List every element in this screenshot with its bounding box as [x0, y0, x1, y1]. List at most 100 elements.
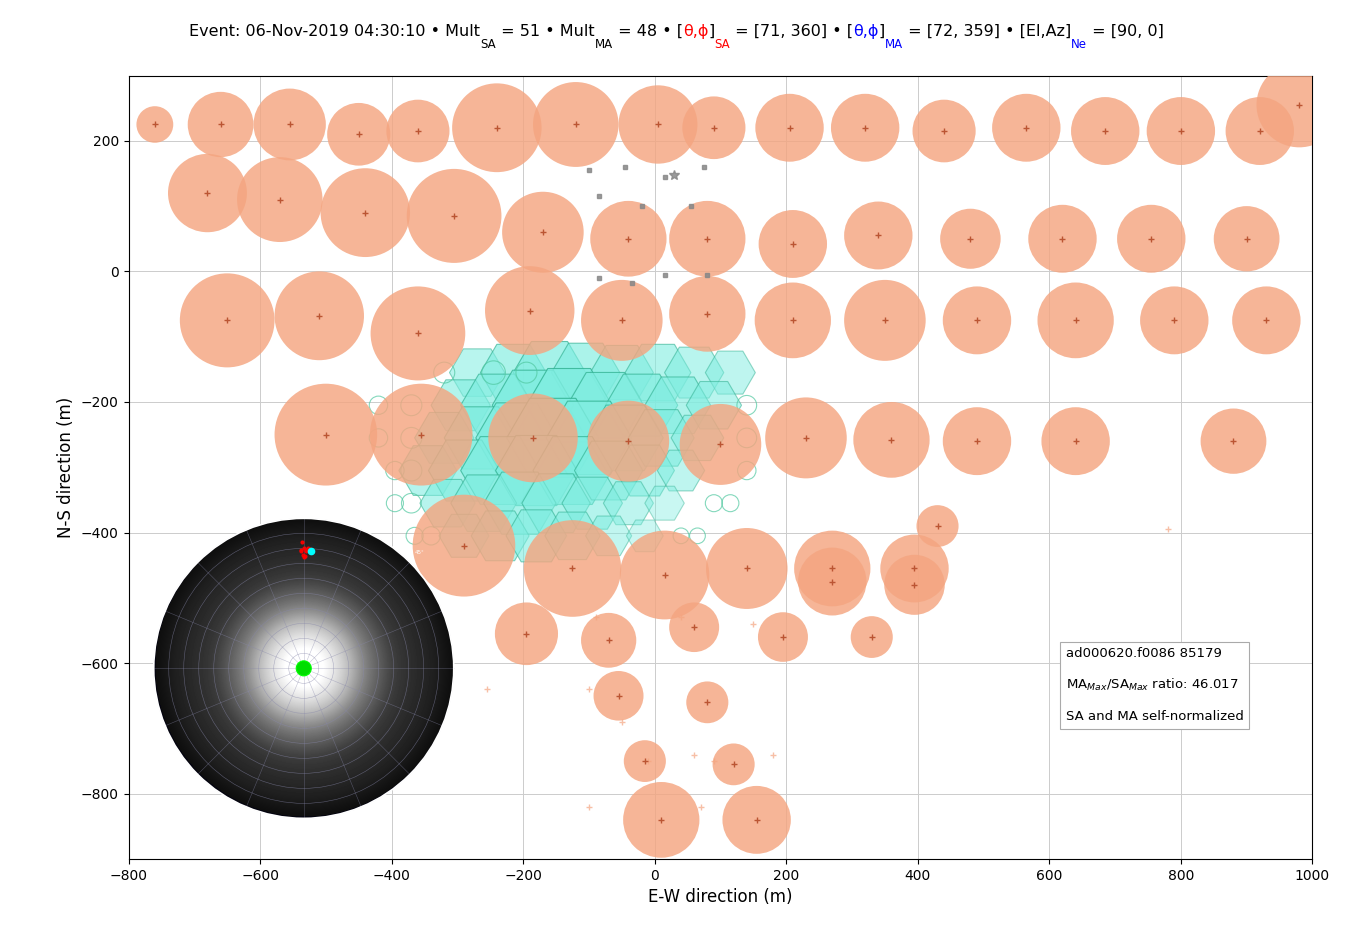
Circle shape: [1028, 205, 1097, 273]
Circle shape: [885, 555, 944, 615]
Circle shape: [706, 528, 787, 609]
Circle shape: [533, 82, 618, 167]
Text: Event: 06-Nov-2019 04:30:10 • Mult: Event: 06-Nov-2019 04:30:10 • Mult: [189, 24, 480, 39]
Circle shape: [275, 383, 377, 485]
Circle shape: [1257, 62, 1342, 147]
Circle shape: [851, 616, 893, 658]
Circle shape: [587, 400, 670, 481]
Text: Ne: Ne: [1070, 38, 1086, 51]
Circle shape: [590, 201, 667, 277]
Text: ]: ]: [708, 24, 714, 39]
Circle shape: [580, 279, 663, 361]
Circle shape: [452, 83, 541, 172]
Circle shape: [488, 394, 578, 482]
Circle shape: [844, 279, 925, 361]
Circle shape: [237, 157, 322, 242]
Circle shape: [1214, 206, 1280, 272]
Text: θ,ϕ: θ,ϕ: [683, 24, 708, 39]
Circle shape: [1141, 286, 1208, 354]
Circle shape: [1118, 205, 1185, 273]
Circle shape: [755, 93, 824, 161]
Circle shape: [369, 383, 472, 485]
Text: 45°: 45°: [414, 550, 425, 555]
Circle shape: [371, 286, 465, 380]
Circle shape: [679, 404, 762, 485]
Text: ad000620.f0086 85179

MA$_{Max}$/SA$_{Max}$ ratio: 46.017

SA and MA self-normal: ad000620.f0086 85179 MA$_{Max}$/SA$_{Max…: [1066, 647, 1243, 723]
Circle shape: [713, 744, 755, 785]
Circle shape: [154, 518, 453, 818]
Circle shape: [1233, 286, 1300, 354]
Circle shape: [686, 682, 728, 723]
Text: = [71, 360] • [: = [71, 360] • [: [729, 24, 852, 39]
Text: θ,ϕ: θ,ϕ: [852, 24, 878, 39]
Circle shape: [758, 613, 808, 662]
Circle shape: [253, 89, 326, 160]
Circle shape: [495, 602, 557, 666]
Text: 270°: 270°: [134, 666, 147, 671]
Circle shape: [854, 402, 930, 478]
Circle shape: [387, 100, 449, 162]
Circle shape: [188, 92, 253, 157]
Circle shape: [794, 531, 870, 606]
Circle shape: [682, 96, 746, 160]
Text: 180°: 180°: [298, 830, 310, 834]
Circle shape: [992, 93, 1061, 161]
Circle shape: [1072, 97, 1139, 165]
Text: SA: SA: [480, 38, 497, 51]
Circle shape: [327, 103, 390, 165]
Circle shape: [798, 548, 866, 615]
Circle shape: [413, 495, 515, 597]
Circle shape: [1200, 409, 1266, 474]
Circle shape: [1146, 97, 1215, 165]
Circle shape: [275, 272, 364, 361]
Text: = [72, 359] • [El,Az]: = [72, 359] • [El,Az]: [902, 24, 1070, 39]
Circle shape: [524, 520, 621, 616]
Circle shape: [940, 209, 1001, 269]
Text: MA: MA: [885, 38, 902, 51]
Circle shape: [766, 397, 847, 479]
Circle shape: [723, 786, 792, 853]
Circle shape: [755, 282, 831, 358]
Circle shape: [1226, 97, 1293, 165]
Circle shape: [943, 407, 1011, 475]
Circle shape: [618, 85, 697, 163]
Circle shape: [296, 661, 311, 676]
Y-axis label: N-S direction (m): N-S direction (m): [57, 396, 76, 538]
Circle shape: [912, 100, 976, 162]
Circle shape: [670, 276, 746, 352]
Circle shape: [759, 210, 827, 278]
Circle shape: [321, 168, 410, 257]
Circle shape: [1042, 407, 1109, 475]
Text: SA: SA: [714, 38, 729, 51]
Text: = 48 • [: = 48 • [: [613, 24, 683, 39]
Circle shape: [670, 201, 746, 277]
Text: 225°: 225°: [181, 782, 195, 786]
Circle shape: [620, 531, 709, 619]
Circle shape: [881, 534, 948, 602]
X-axis label: E-W direction (m): E-W direction (m): [648, 888, 793, 906]
Text: MA: MA: [594, 38, 613, 51]
Circle shape: [137, 107, 173, 143]
Circle shape: [168, 154, 246, 232]
Text: 135°: 135°: [413, 782, 426, 786]
Circle shape: [844, 201, 912, 269]
Circle shape: [180, 274, 275, 367]
Text: = 51 • Mult: = 51 • Mult: [497, 24, 594, 39]
Circle shape: [580, 613, 636, 667]
Circle shape: [407, 169, 502, 263]
Circle shape: [943, 286, 1011, 354]
Circle shape: [484, 266, 575, 355]
Circle shape: [624, 740, 666, 782]
Circle shape: [916, 505, 958, 547]
Text: 0: 0: [302, 502, 306, 507]
Circle shape: [624, 782, 700, 858]
Text: 315°: 315°: [181, 550, 195, 555]
Circle shape: [594, 671, 644, 720]
Text: ]: ]: [878, 24, 885, 39]
Circle shape: [670, 602, 720, 652]
Circle shape: [831, 93, 900, 161]
Text: 90°: 90°: [463, 666, 472, 671]
Text: = [90, 0]: = [90, 0]: [1086, 24, 1164, 39]
Circle shape: [1038, 282, 1114, 358]
Circle shape: [502, 192, 583, 273]
